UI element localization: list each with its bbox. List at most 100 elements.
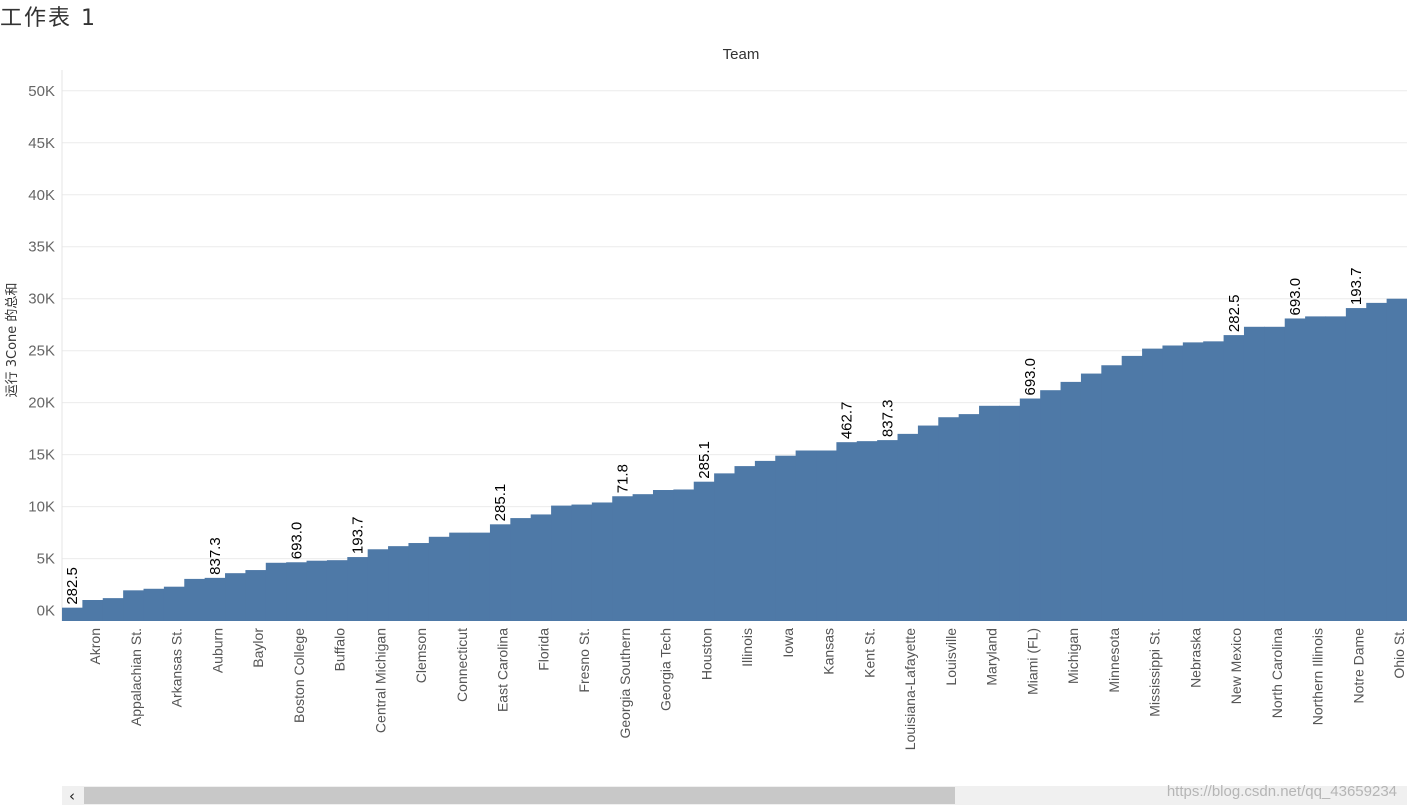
bar[interactable] (123, 590, 145, 621)
x-tick-label: Northern Illinois (1310, 628, 1326, 725)
watermark: https://blog.csdn.net/qq_43659234 (1166, 783, 1397, 800)
bar[interactable] (754, 460, 776, 621)
bar[interactable] (571, 504, 593, 621)
bar[interactable] (306, 560, 328, 621)
bar[interactable] (225, 573, 247, 621)
bar[interactable] (1345, 308, 1367, 621)
bar[interactable] (1182, 342, 1204, 621)
bar[interactable] (1366, 302, 1388, 621)
bar[interactable] (775, 455, 797, 621)
scrollbar-thumb[interactable] (84, 787, 955, 804)
data-label: 282.5 (1226, 295, 1243, 333)
bar[interactable] (1162, 345, 1184, 622)
x-tick-label: Florida (535, 628, 551, 671)
bar[interactable] (1325, 316, 1347, 621)
x-tick-label: Kansas (821, 628, 837, 675)
x-tick-label: Mississippi St. (1147, 628, 1163, 717)
bar[interactable] (1264, 326, 1286, 621)
bar[interactable] (1040, 390, 1062, 621)
bar[interactable] (163, 586, 185, 621)
bar[interactable] (1223, 335, 1245, 621)
bar[interactable] (917, 425, 939, 621)
bar[interactable] (897, 433, 919, 621)
x-tick-label: Miami (FL) (1024, 628, 1040, 695)
data-label: 837.3 (207, 537, 224, 575)
bar[interactable] (1019, 398, 1041, 621)
x-tick-label: Auburn (209, 628, 225, 673)
y-tick-label: 20K (28, 395, 55, 412)
bar[interactable] (265, 562, 287, 621)
bar[interactable] (795, 450, 817, 622)
bar[interactable] (979, 405, 1001, 621)
bar[interactable] (1060, 381, 1082, 621)
bar[interactable] (1101, 365, 1123, 621)
bar[interactable] (877, 440, 899, 621)
bar[interactable] (938, 417, 960, 621)
bar[interactable] (143, 588, 165, 621)
scroll-left-button[interactable]: ‹ (62, 786, 82, 805)
bar[interactable] (367, 549, 389, 621)
y-axis-title: 运行 3Cone 的总和 (4, 283, 20, 398)
bar[interactable] (591, 502, 613, 621)
bar[interactable] (428, 536, 450, 621)
bar[interactable] (510, 518, 532, 621)
x-tick-label: Boston College (291, 628, 307, 723)
bar[interactable] (1305, 316, 1327, 621)
bar[interactable] (693, 481, 715, 621)
bar[interactable] (62, 607, 83, 621)
bar[interactable] (102, 598, 124, 621)
bar[interactable] (204, 577, 226, 621)
bar[interactable] (632, 494, 654, 621)
x-tick-label: Illinois (739, 628, 755, 667)
bar[interactable] (1142, 348, 1164, 621)
bar[interactable] (469, 532, 491, 621)
bar[interactable] (326, 560, 348, 621)
bar[interactable] (1284, 318, 1306, 621)
x-tick-label: Central Michigan (372, 628, 388, 733)
bar[interactable] (82, 600, 104, 621)
bar[interactable] (1386, 298, 1407, 621)
data-label: 285.1 (492, 484, 509, 522)
data-label: 462.7 (839, 402, 856, 440)
data-label: 193.7 (1348, 268, 1365, 306)
x-tick-label: Ohio St. (1391, 628, 1407, 679)
y-tick-label: 15K (28, 447, 55, 464)
bar[interactable] (958, 414, 980, 621)
bar[interactable] (612, 496, 634, 621)
chevron-left-icon: ‹ (69, 786, 75, 805)
x-tick-label: Louisville (943, 628, 959, 686)
horizontal-scrollbar[interactable]: ‹ (62, 786, 1407, 805)
bar[interactable] (816, 450, 837, 622)
bar[interactable] (1243, 326, 1265, 621)
bar[interactable] (551, 505, 573, 621)
bar[interactable] (1203, 341, 1225, 621)
bar[interactable] (836, 442, 858, 621)
bar[interactable] (184, 578, 206, 621)
bar[interactable] (489, 524, 511, 621)
bar[interactable] (408, 543, 430, 621)
bar[interactable] (1121, 355, 1143, 621)
x-tick-label: Connecticut (454, 628, 470, 702)
bar[interactable] (714, 473, 736, 621)
bar[interactable] (673, 489, 695, 621)
x-tick-label: Georgia Tech (658, 628, 674, 711)
bar[interactable] (999, 405, 1021, 621)
x-tick-label: Akron (87, 628, 103, 665)
bar[interactable] (530, 514, 552, 621)
x-tick-label: Baylor (250, 628, 266, 668)
data-label: 71.8 (614, 464, 631, 493)
y-tick-label: 50K (28, 83, 55, 100)
bar[interactable] (245, 570, 267, 621)
bar[interactable] (856, 441, 878, 621)
x-tick-label: Iowa (780, 628, 796, 658)
x-tick-label: Maryland (984, 628, 1000, 686)
bar[interactable] (1080, 373, 1102, 621)
bar[interactable] (347, 557, 369, 621)
x-tick-label: Houston (698, 628, 714, 680)
bar[interactable] (449, 532, 471, 621)
bar[interactable] (286, 562, 308, 621)
bar[interactable] (734, 466, 756, 621)
x-tick-label: Appalachian St. (128, 628, 144, 726)
bar[interactable] (388, 546, 410, 621)
bar[interactable] (652, 490, 674, 621)
